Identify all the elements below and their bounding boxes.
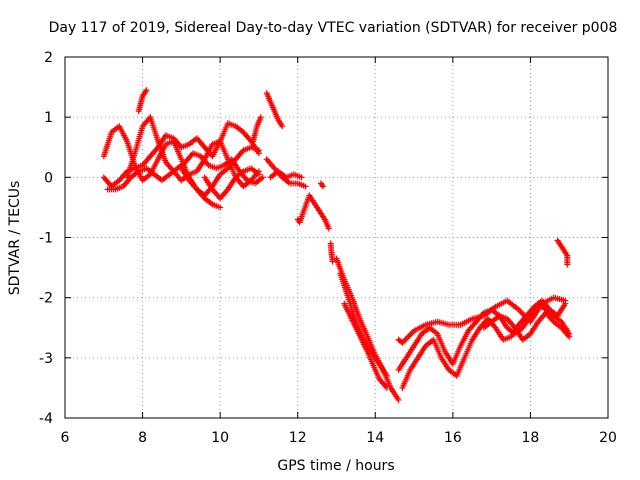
series-track-e — [135, 87, 150, 115]
chart-title: Day 117 of 2019, Sidereal Day-to-day VTE… — [49, 20, 618, 36]
series-track-h — [250, 114, 264, 145]
x-tick-label: 20 — [599, 430, 617, 446]
y-tick-label: -2 — [39, 291, 53, 307]
x-tick-labels: 6 8 10 12 14 16 18 20 — [61, 430, 617, 446]
data-point — [257, 114, 264, 121]
data-point — [319, 183, 326, 190]
x-tick-label: 8 — [138, 430, 147, 446]
y-tick-label: -4 — [39, 411, 53, 427]
series-track-q — [341, 300, 390, 391]
series-track-l — [294, 192, 332, 232]
data-point — [255, 171, 262, 178]
data-point — [562, 297, 569, 304]
data-point — [143, 87, 150, 94]
y-tick-label: -1 — [39, 231, 53, 247]
data-point — [302, 183, 309, 190]
series-track-v — [554, 237, 571, 268]
data-point — [383, 384, 390, 391]
data-point — [279, 123, 286, 130]
series-track-t — [395, 294, 569, 346]
series-track-g — [178, 144, 262, 199]
series-track-i — [263, 90, 286, 130]
x-tick-label: 6 — [61, 430, 70, 446]
y-tick-label: 0 — [44, 170, 53, 186]
x-axis-label: GPS time / hours — [277, 458, 394, 474]
x-tick-label: 10 — [211, 430, 229, 446]
x-tick-label: 16 — [444, 430, 462, 446]
data-point — [566, 333, 573, 340]
series-track-u — [480, 309, 573, 343]
series-track-m — [317, 180, 326, 190]
y-tick-label: -3 — [39, 351, 53, 367]
y-tick-label: 2 — [44, 50, 53, 66]
data-point — [395, 396, 402, 403]
x-tick-label: 14 — [366, 430, 384, 446]
series-track-k — [267, 168, 305, 181]
data-point — [329, 258, 336, 265]
y-tick-label: 1 — [44, 110, 53, 126]
data-points — [100, 87, 573, 403]
grid — [65, 57, 608, 418]
data-point — [217, 204, 224, 211]
series-track-n — [327, 240, 336, 265]
data-point — [564, 261, 571, 268]
y-axis-label: SDTVAR / TECUs — [7, 181, 23, 296]
data-point — [298, 174, 305, 181]
axis-ticks — [64, 56, 609, 419]
data-point — [325, 225, 332, 232]
data-point — [255, 147, 262, 154]
x-tick-label: 12 — [289, 430, 307, 446]
data-point — [383, 372, 390, 379]
data-point — [259, 174, 266, 181]
x-tick-label: 18 — [522, 430, 540, 446]
y-tick-labels: 2 1 0 -1 -2 -3 -4 — [39, 50, 53, 427]
